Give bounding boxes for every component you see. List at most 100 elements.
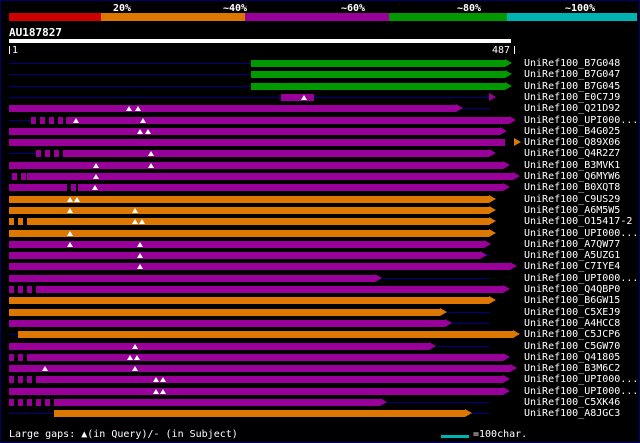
- hit-label[interactable]: UniRef100_C5JCP6: [524, 329, 621, 340]
- gap-marker-icon: [139, 219, 145, 224]
- alignment-bar[interactable]: [54, 410, 465, 417]
- hit-label[interactable]: UniRef100_Q4QBP0: [524, 284, 621, 295]
- gap-marker-icon: [93, 174, 99, 179]
- alignment-bar[interactable]: [9, 388, 503, 395]
- hit-label[interactable]: UniRef100_C5GW70: [524, 341, 621, 352]
- gap-marker-icon: [137, 129, 143, 134]
- alignment-bar[interactable]: [9, 320, 445, 327]
- hit-label[interactable]: UniRef100_UPI000...: [524, 228, 639, 239]
- hit-label[interactable]: UniRef100_Q89X06: [524, 137, 621, 148]
- alignment-gap-dashes[interactable]: [9, 376, 40, 383]
- alignment-bar[interactable]: [9, 207, 489, 214]
- scale-tick-left: [9, 46, 10, 54]
- alignment-row: [1, 386, 639, 397]
- alignment-bar[interactable]: [58, 399, 380, 406]
- hit-label[interactable]: UniRef100_B7G047: [524, 69, 621, 80]
- hit-label[interactable]: UniRef100_Q4R2Z7: [524, 148, 621, 159]
- hit-label[interactable]: UniRef100_C5XEJ9: [524, 307, 621, 318]
- alignment-gap-dashes[interactable]: [9, 218, 29, 225]
- alignment-row: [1, 329, 639, 340]
- hit-label[interactable]: UniRef100_E0C7J9: [524, 92, 621, 103]
- alignment-bar[interactable]: [9, 309, 440, 316]
- gap-marker-icon: [153, 377, 159, 382]
- alignment-arrow-icon: [429, 342, 436, 350]
- hit-label[interactable]: UniRef100_UPI000...: [524, 386, 639, 397]
- hit-label[interactable]: UniRef100_A8JGC3: [524, 408, 621, 419]
- alignment-bar[interactable]: [9, 128, 500, 135]
- hit-label[interactable]: UniRef100_C5XK46: [524, 397, 621, 408]
- alignment-bar[interactable]: [251, 60, 505, 67]
- hit-label[interactable]: UniRef100_UPI000...: [524, 115, 639, 126]
- legend-color-segment: [9, 13, 101, 21]
- alignment-bar[interactable]: [27, 173, 513, 180]
- alignment-bar[interactable]: [9, 343, 429, 350]
- hit-label[interactable]: UniRef100_A7QW77: [524, 239, 621, 250]
- alignment-bar[interactable]: [9, 230, 489, 237]
- scale-tick-right: [514, 46, 515, 54]
- hit-label[interactable]: UniRef100_A5UZG1: [524, 250, 621, 261]
- alignment-bar[interactable]: [29, 354, 503, 361]
- gap-marker-icon: [135, 106, 141, 111]
- hit-label[interactable]: UniRef100_A4HCC8: [524, 318, 621, 329]
- hit-label[interactable]: UniRef100_C9US29: [524, 194, 621, 205]
- alignment-row: [1, 148, 639, 159]
- alignment-arrow-icon: [503, 285, 510, 293]
- alignment-bar[interactable]: [251, 71, 505, 78]
- gap-marker-icon: [67, 208, 73, 213]
- hit-label[interactable]: UniRef100_UPI000...: [524, 374, 639, 385]
- hit-label[interactable]: UniRef100_Q41805: [524, 352, 621, 363]
- legend-color-segment: [507, 13, 637, 21]
- alignment-bar[interactable]: [9, 139, 505, 146]
- alignment-bar[interactable]: [281, 94, 314, 101]
- alignment-bar[interactable]: [40, 376, 503, 383]
- alignment-gap-dashes[interactable]: [9, 354, 29, 361]
- alignment-gap-dashes[interactable]: [9, 399, 58, 406]
- footer: Large gaps: ▲(in Query)/- (in Subject) =…: [1, 425, 639, 442]
- alignment-gap-dashes[interactable]: [62, 184, 78, 191]
- gap-marker-icon: [93, 163, 99, 168]
- hit-label[interactable]: UniRef100_B0XQT8: [524, 182, 621, 193]
- alignment-bar[interactable]: [9, 297, 489, 304]
- hit-label[interactable]: UniRef100_B7G048: [524, 58, 621, 69]
- hit-label[interactable]: UniRef100_B3M6C2: [524, 363, 621, 374]
- alignment-bar[interactable]: [29, 218, 489, 225]
- hit-label[interactable]: UniRef100_UPI000...: [524, 273, 639, 284]
- gaps-legend-note: Large gaps: ▲(in Query)/- (in Subject): [9, 429, 238, 440]
- alignment-bar[interactable]: [78, 184, 503, 191]
- alignment-bar[interactable]: [9, 263, 510, 270]
- alignment-bar[interactable]: [251, 83, 505, 90]
- alignment-bar[interactable]: [9, 184, 62, 191]
- gap-marker-icon: [67, 242, 73, 247]
- alignment-bar[interactable]: [18, 331, 513, 338]
- alignment-gap-dashes[interactable]: [31, 117, 66, 124]
- hit-label[interactable]: UniRef100_B6GW15: [524, 295, 621, 306]
- alignment-bar[interactable]: [9, 365, 510, 372]
- hit-label[interactable]: UniRef100_B3MVK1: [524, 160, 621, 171]
- alignment-bar[interactable]: [66, 150, 489, 157]
- hit-label[interactable]: UniRef100_Q6MYW6: [524, 171, 621, 182]
- alignment-bar[interactable]: [9, 252, 480, 259]
- hit-label[interactable]: UniRef100_O15417-2: [524, 216, 633, 227]
- hit-label[interactable]: UniRef100_Q21D92: [524, 103, 621, 114]
- alignment-gap-dashes[interactable]: [9, 286, 40, 293]
- hit-label[interactable]: UniRef100_B7G045: [524, 81, 621, 92]
- query-extent-line: [9, 97, 490, 98]
- hit-label[interactable]: UniRef100_A6M5W5: [524, 205, 621, 216]
- alignment-bar[interactable]: [9, 275, 375, 282]
- alignment-arrow-icon: [489, 229, 496, 237]
- gap-marker-icon: [67, 231, 73, 236]
- alignment-bar[interactable]: [9, 105, 456, 112]
- alignment-row: [1, 250, 639, 261]
- alignment-bar[interactable]: [66, 117, 509, 124]
- alignment-bar[interactable]: [40, 286, 503, 293]
- alignment-arrow-icon: [500, 127, 507, 135]
- alignment-bar[interactable]: [9, 162, 503, 169]
- alignment-gap-dashes[interactable]: [36, 150, 66, 157]
- legend-label: ~40%: [223, 3, 248, 14]
- alignment-gap-dashes[interactable]: [12, 173, 27, 180]
- alignment-bar[interactable]: [9, 196, 489, 203]
- hit-label[interactable]: UniRef100_C7IYE4: [524, 261, 621, 272]
- alignment-row: [1, 216, 639, 227]
- alignment-bar[interactable]: [9, 241, 484, 248]
- hit-label[interactable]: UniRef100_B4G025: [524, 126, 621, 137]
